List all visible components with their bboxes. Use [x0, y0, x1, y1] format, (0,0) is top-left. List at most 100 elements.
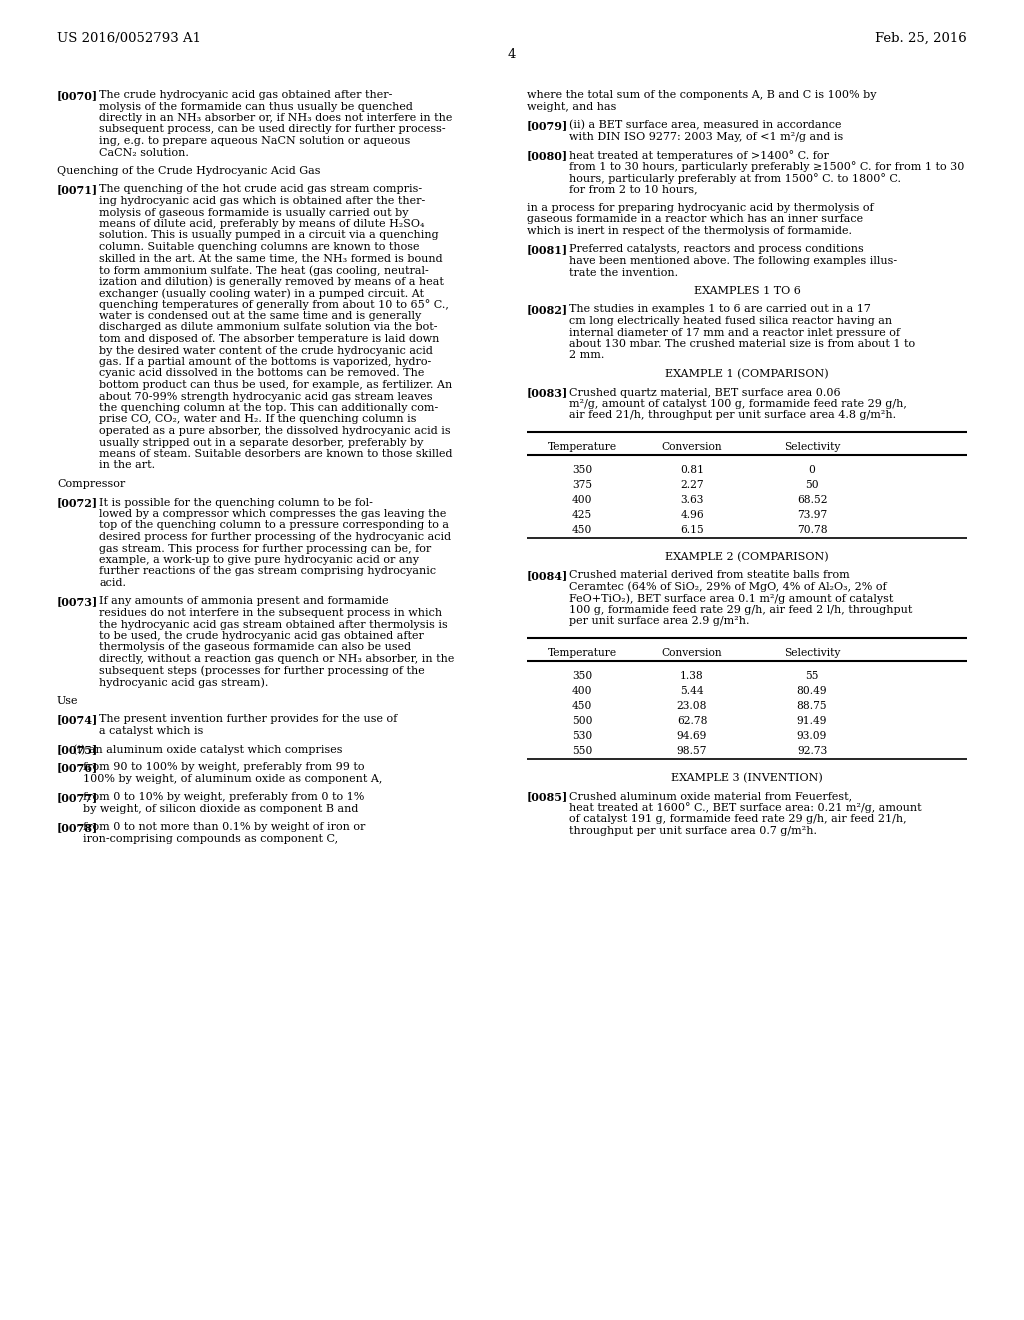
Text: US 2016/0052793 A1: US 2016/0052793 A1	[57, 32, 201, 45]
Text: Temperature: Temperature	[548, 442, 616, 453]
Text: 0: 0	[809, 466, 815, 475]
Text: It is possible for the quenching column to be fol-: It is possible for the quenching column …	[99, 498, 373, 507]
Text: water is condensed out at the same time and is generally: water is condensed out at the same time …	[99, 312, 421, 321]
Text: quenching temperatures of generally from about 10 to 65° C.,: quenching temperatures of generally from…	[99, 300, 449, 310]
Text: 350: 350	[571, 671, 592, 681]
Text: The present invention further provides for the use of: The present invention further provides f…	[99, 714, 397, 723]
Text: ing, e.g. to prepare aqueous NaCN solution or aqueous: ing, e.g. to prepare aqueous NaCN soluti…	[99, 136, 411, 147]
Text: [0073]: [0073]	[57, 597, 98, 607]
Text: which is inert in respect of the thermolysis of formamide.: which is inert in respect of the thermol…	[527, 226, 852, 236]
Text: The studies in examples 1 to 6 are carried out in a 17: The studies in examples 1 to 6 are carri…	[569, 305, 870, 314]
Text: Preferred catalysts, reactors and process conditions: Preferred catalysts, reactors and proces…	[569, 244, 864, 255]
Text: Temperature: Temperature	[548, 648, 616, 659]
Text: from 0 to 10% by weight, preferably from 0 to 1%: from 0 to 10% by weight, preferably from…	[83, 792, 365, 803]
Text: from 0 to not more than 0.1% by weight of iron or: from 0 to not more than 0.1% by weight o…	[83, 822, 366, 833]
Text: 500: 500	[571, 715, 592, 726]
Text: with DIN ISO 9277: 2003 May, of <1 m²/g and is: with DIN ISO 9277: 2003 May, of <1 m²/g …	[569, 132, 843, 141]
Text: The quenching of the hot crude acid gas stream compris-: The quenching of the hot crude acid gas …	[99, 185, 422, 194]
Text: 450: 450	[571, 701, 592, 711]
Text: usually stripped out in a separate desorber, preferably by: usually stripped out in a separate desor…	[99, 437, 423, 447]
Text: Crushed quartz material, BET surface area 0.06: Crushed quartz material, BET surface are…	[569, 388, 841, 397]
Text: to form ammonium sulfate. The heat (gas cooling, neutral-: to form ammonium sulfate. The heat (gas …	[99, 265, 429, 276]
Text: trate the invention.: trate the invention.	[569, 268, 678, 277]
Text: 88.75: 88.75	[797, 701, 827, 711]
Text: 93.09: 93.09	[797, 731, 827, 741]
Text: have been mentioned above. The following examples illus-: have been mentioned above. The following…	[569, 256, 897, 267]
Text: residues do not interfere in the subsequent process in which: residues do not interfere in the subsequ…	[99, 609, 442, 618]
Text: EXAMPLES 1 TO 6: EXAMPLES 1 TO 6	[693, 286, 801, 296]
Text: skilled in the art. At the same time, the NH₃ formed is bound: skilled in the art. At the same time, th…	[99, 253, 442, 264]
Text: a catalyst which is: a catalyst which is	[99, 726, 204, 735]
Text: 350: 350	[571, 466, 592, 475]
Text: (i) an aluminum oxide catalyst which comprises: (i) an aluminum oxide catalyst which com…	[73, 744, 342, 755]
Text: 91.49: 91.49	[797, 715, 827, 726]
Text: EXAMPLE 3 (INVENTION): EXAMPLE 3 (INVENTION)	[671, 772, 823, 783]
Text: from 1 to 30 hours, particularly preferably ≥1500° C. for from 1 to 30: from 1 to 30 hours, particularly prefera…	[569, 161, 965, 173]
Text: bottom product can thus be used, for example, as fertilizer. An: bottom product can thus be used, for exa…	[99, 380, 453, 389]
Text: to be used, the crude hydrocyanic acid gas obtained after: to be used, the crude hydrocyanic acid g…	[99, 631, 424, 642]
Text: 400: 400	[571, 686, 592, 696]
Text: weight, and has: weight, and has	[527, 102, 616, 111]
Text: Selectivity: Selectivity	[783, 442, 840, 453]
Text: gas stream. This process for further processing can be, for: gas stream. This process for further pro…	[99, 544, 431, 553]
Text: [0082]: [0082]	[527, 305, 568, 315]
Text: EXAMPLE 1 (COMPARISON): EXAMPLE 1 (COMPARISON)	[666, 370, 828, 379]
Text: gaseous formamide in a reactor which has an inner surface: gaseous formamide in a reactor which has…	[527, 214, 863, 224]
Text: 73.97: 73.97	[797, 511, 827, 520]
Text: acid.: acid.	[99, 578, 126, 587]
Text: [0078]: [0078]	[57, 822, 98, 833]
Text: internal diameter of 17 mm and a reactor inlet pressure of: internal diameter of 17 mm and a reactor…	[569, 327, 900, 338]
Text: 5.44: 5.44	[680, 686, 703, 696]
Text: 68.52: 68.52	[797, 495, 827, 506]
Text: 6.15: 6.15	[680, 525, 703, 535]
Text: m²/g, amount of catalyst 100 g, formamide feed rate 29 g/h,: m²/g, amount of catalyst 100 g, formamid…	[569, 399, 907, 409]
Text: Ceramtec (64% of SiO₂, 29% of MgO, 4% of Al₂O₃, 2% of: Ceramtec (64% of SiO₂, 29% of MgO, 4% of…	[569, 582, 887, 593]
Text: the hydrocyanic acid gas stream obtained after thermolysis is: the hydrocyanic acid gas stream obtained…	[99, 619, 447, 630]
Text: [0083]: [0083]	[527, 388, 568, 399]
Text: cyanic acid dissolved in the bottoms can be removed. The: cyanic acid dissolved in the bottoms can…	[99, 368, 424, 379]
Text: in a process for preparing hydrocyanic acid by thermolysis of: in a process for preparing hydrocyanic a…	[527, 203, 873, 213]
Text: CaCN₂ solution.: CaCN₂ solution.	[99, 148, 188, 157]
Text: subsequent process, can be used directly for further process-: subsequent process, can be used directly…	[99, 124, 445, 135]
Text: 3.63: 3.63	[680, 495, 703, 506]
Text: 4: 4	[508, 48, 516, 61]
Text: column. Suitable quenching columns are known to those: column. Suitable quenching columns are k…	[99, 242, 420, 252]
Text: 70.78: 70.78	[797, 525, 827, 535]
Text: hours, particularly preferably at from 1500° C. to 1800° C.: hours, particularly preferably at from 1…	[569, 173, 901, 183]
Text: [0079]: [0079]	[527, 120, 568, 131]
Text: [0074]: [0074]	[57, 714, 98, 725]
Text: 62.78: 62.78	[677, 715, 708, 726]
Text: 2.27: 2.27	[680, 480, 703, 490]
Text: If any amounts of ammonia present and formamide: If any amounts of ammonia present and fo…	[99, 597, 389, 606]
Text: from 90 to 100% by weight, preferably from 99 to: from 90 to 100% by weight, preferably fr…	[83, 763, 365, 772]
Text: lowed by a compressor which compresses the gas leaving the: lowed by a compressor which compresses t…	[99, 510, 446, 519]
Text: 450: 450	[571, 525, 592, 535]
Text: 98.57: 98.57	[677, 746, 708, 756]
Text: [0081]: [0081]	[527, 244, 568, 256]
Text: [0076]: [0076]	[57, 763, 98, 774]
Text: 425: 425	[571, 511, 592, 520]
Text: per unit surface area 2.9 g/m²h.: per unit surface area 2.9 g/m²h.	[569, 616, 750, 626]
Text: 94.69: 94.69	[677, 731, 708, 741]
Text: ing hydrocyanic acid gas which is obtained after the ther-: ing hydrocyanic acid gas which is obtain…	[99, 195, 425, 206]
Text: 55: 55	[805, 671, 819, 681]
Text: Selectivity: Selectivity	[783, 648, 840, 659]
Text: Conversion: Conversion	[662, 648, 722, 659]
Text: FeO+TiO₂), BET surface area 0.1 m²/g amount of catalyst: FeO+TiO₂), BET surface area 0.1 m²/g amo…	[569, 593, 893, 603]
Text: Feb. 25, 2016: Feb. 25, 2016	[876, 32, 967, 45]
Text: Crushed material derived from steatite balls from: Crushed material derived from steatite b…	[569, 570, 850, 581]
Text: Compressor: Compressor	[57, 479, 125, 488]
Text: about 70-99% strength hydrocyanic acid gas stream leaves: about 70-99% strength hydrocyanic acid g…	[99, 392, 432, 401]
Text: further reactions of the gas stream comprising hydrocyanic: further reactions of the gas stream comp…	[99, 566, 436, 577]
Text: where the total sum of the components A, B and C is 100% by: where the total sum of the components A,…	[527, 90, 877, 100]
Text: throughput per unit surface area 0.7 g/m²h.: throughput per unit surface area 0.7 g/m…	[569, 825, 817, 836]
Text: [0085]: [0085]	[527, 791, 568, 803]
Text: top of the quenching column to a pressure corresponding to a: top of the quenching column to a pressur…	[99, 520, 449, 531]
Text: The crude hydrocyanic acid gas obtained after ther-: The crude hydrocyanic acid gas obtained …	[99, 90, 392, 100]
Text: exchanger (usually cooling water) in a pumped circuit. At: exchanger (usually cooling water) in a p…	[99, 288, 424, 298]
Text: [0075]: [0075]	[57, 744, 98, 755]
Text: iron-comprising compounds as component C,: iron-comprising compounds as component C…	[83, 834, 338, 843]
Text: 92.73: 92.73	[797, 746, 827, 756]
Text: 100 g, formamide feed rate 29 g/h, air feed 2 l/h, throughput: 100 g, formamide feed rate 29 g/h, air f…	[569, 605, 912, 615]
Text: solution. This is usually pumped in a circuit via a quenching: solution. This is usually pumped in a ci…	[99, 231, 438, 240]
